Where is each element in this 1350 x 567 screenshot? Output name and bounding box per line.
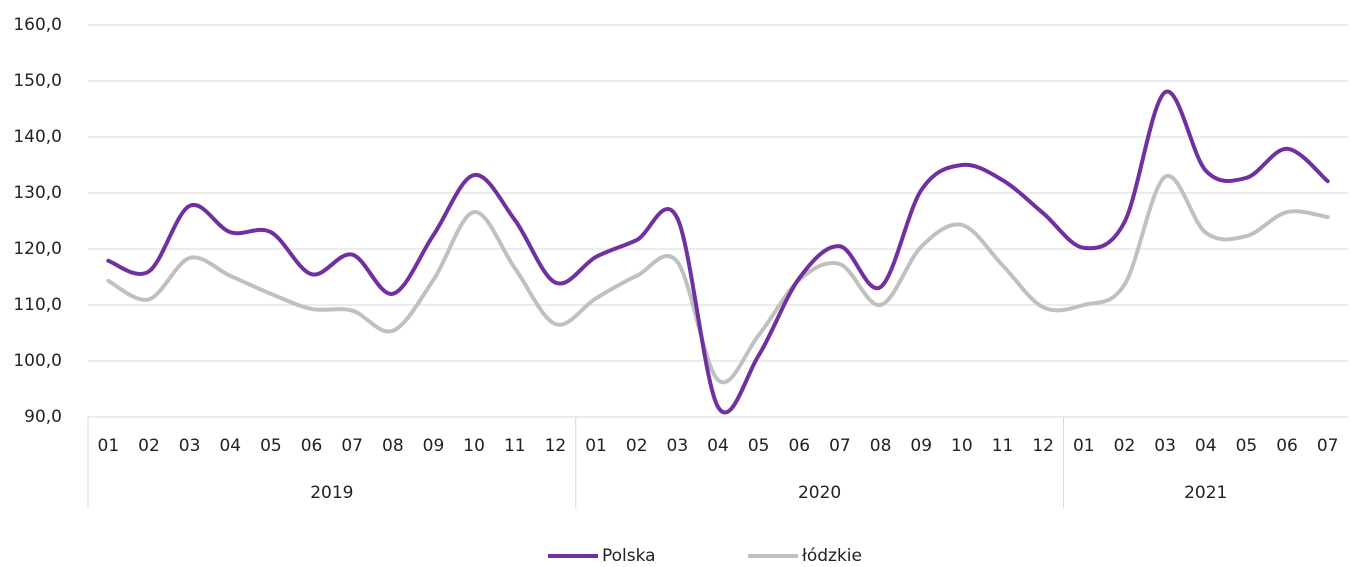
x-tick-label: 10 — [951, 436, 973, 456]
y-tick-label: 160,0 — [13, 15, 62, 35]
x-tick-label: 06 — [301, 436, 323, 456]
x-group-label: 2020 — [798, 483, 841, 503]
legend-label: Polska — [602, 546, 656, 566]
x-tick-label: 03 — [179, 436, 201, 456]
x-tick-label: 07 — [1317, 436, 1339, 456]
x-tick-label: 07 — [829, 436, 851, 456]
y-tick-label: 90,0 — [24, 407, 62, 427]
x-tick-label: 02 — [138, 436, 160, 456]
x-tick-label: 11 — [504, 436, 526, 456]
series-line — [106, 173, 1330, 385]
x-tick-label: 01 — [1073, 436, 1095, 456]
x-tick-label: 01 — [585, 436, 607, 456]
x-tick-label: 06 — [1276, 436, 1298, 456]
legend-label: łódzkie — [802, 546, 862, 566]
y-tick-label: 110,0 — [13, 295, 62, 315]
x-tick-label: 10 — [463, 436, 485, 456]
x-tick-label: 03 — [1154, 436, 1176, 456]
x-tick-label: 04 — [1195, 436, 1217, 456]
y-tick-label: 120,0 — [13, 239, 62, 259]
x-tick-label: 04 — [219, 436, 241, 456]
x-tick-label: 09 — [910, 436, 932, 456]
x-tick-label: 09 — [423, 436, 445, 456]
x-tick-label: 02 — [626, 436, 648, 456]
series-line — [106, 89, 1330, 415]
x-tick-label: 12 — [1032, 436, 1054, 456]
x-tick-label: 08 — [870, 436, 892, 456]
x-tick-label: 05 — [748, 436, 770, 456]
x-tick-label: 04 — [707, 436, 729, 456]
x-group-label: 2019 — [310, 483, 353, 503]
x-tick-label: 12 — [545, 436, 567, 456]
x-tick-label: 08 — [382, 436, 404, 456]
x-group-label: 2021 — [1184, 483, 1227, 503]
x-tick-label: 05 — [260, 436, 282, 456]
x-tick-label: 05 — [1236, 436, 1258, 456]
y-tick-label: 130,0 — [13, 183, 62, 203]
y-tick-label: 150,0 — [13, 71, 62, 91]
y-tick-label: 100,0 — [13, 351, 62, 371]
x-tick-label: 03 — [667, 436, 689, 456]
x-tick-label: 01 — [98, 436, 120, 456]
y-tick-label: 140,0 — [13, 127, 62, 147]
x-tick-label: 07 — [341, 436, 363, 456]
x-tick-label: 02 — [1114, 436, 1136, 456]
x-tick-label: 06 — [788, 436, 810, 456]
x-tick-label: 11 — [992, 436, 1014, 456]
